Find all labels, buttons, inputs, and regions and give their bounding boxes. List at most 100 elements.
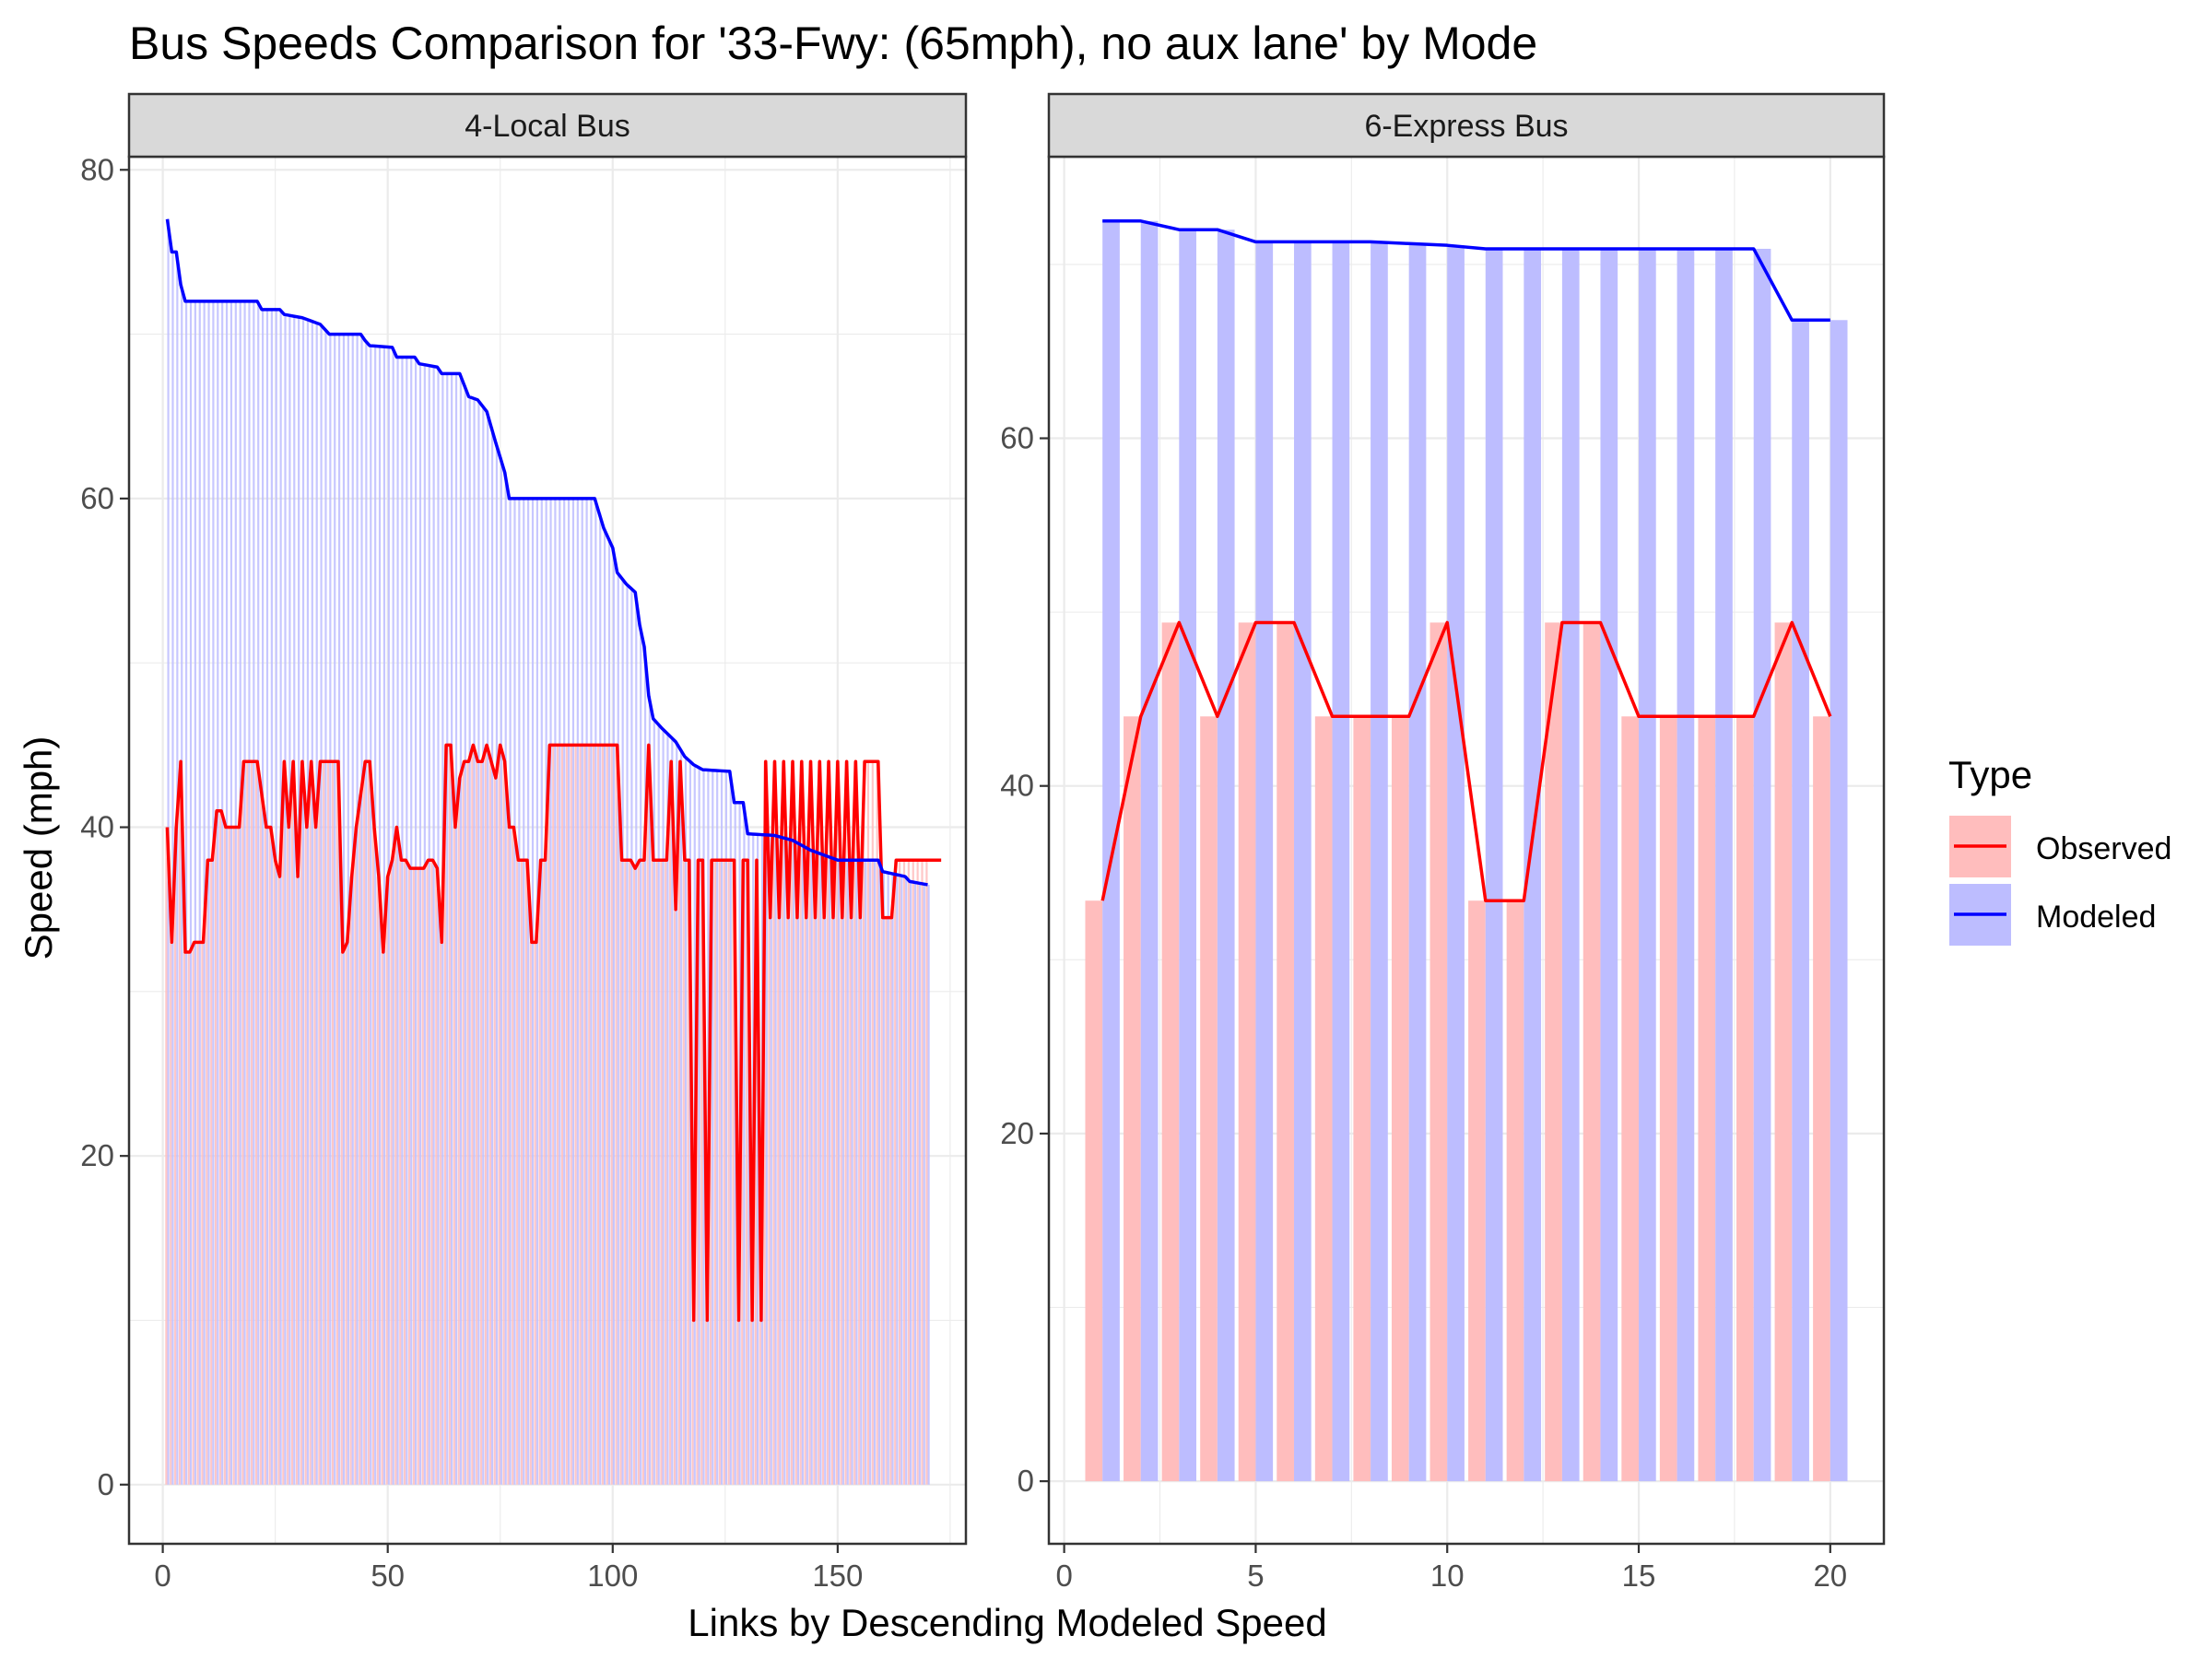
bar-modeled (311, 321, 313, 1485)
bar-observed (327, 761, 330, 1485)
bar-modeled (640, 625, 642, 1485)
bar-modeled (734, 802, 736, 1485)
bar-modeled (882, 871, 885, 1485)
bar-observed (889, 917, 892, 1485)
bar-modeled (518, 498, 521, 1485)
bar-observed (313, 827, 316, 1485)
bar-observed (359, 794, 361, 1485)
bar-observed (677, 761, 681, 1485)
bar-observed (736, 1320, 739, 1485)
x-tick-label: 10 (1430, 1559, 1465, 1593)
bar-modeled (410, 357, 413, 1485)
x-tick-label: 20 (1813, 1559, 1847, 1593)
bar-modeled (239, 300, 241, 1485)
bar-modeled (414, 357, 418, 1485)
bar-modeled (896, 874, 899, 1485)
bar-observed (498, 745, 500, 1485)
bar-modeled (1371, 241, 1388, 1482)
bar-observed (421, 868, 424, 1485)
strip-background (127, 92, 968, 159)
bar-observed (794, 917, 797, 1485)
bar-modeled (482, 406, 485, 1485)
bar-modeled (473, 398, 476, 1485)
bar-observed (596, 745, 600, 1485)
bar-observed (777, 917, 780, 1485)
bar-observed (629, 860, 631, 1485)
bar-modeled (423, 364, 426, 1485)
bar-modeled (590, 498, 593, 1485)
bar-observed (1430, 622, 1448, 1482)
bar-observed (1506, 900, 1524, 1482)
bar-modeled (743, 802, 746, 1485)
strip-label: 6-Express Bus (1364, 109, 1568, 144)
bar-observed (340, 952, 343, 1485)
bar-modeled (1600, 248, 1618, 1482)
bar-observed (830, 917, 833, 1485)
bar-modeled (684, 756, 688, 1485)
bar-observed (1698, 716, 1716, 1482)
bar-observed (637, 860, 641, 1485)
bar-modeled (531, 498, 535, 1485)
panel-express-bus: 6-Express Bus 0 20 40 60 0 5 10 15 20 (1000, 92, 1886, 1593)
bar-modeled (234, 300, 237, 1485)
bar-observed (907, 860, 910, 1485)
bar-observed (251, 761, 253, 1485)
bar-modeled (225, 300, 229, 1485)
bar-observed (476, 761, 478, 1485)
bar-modeled (288, 315, 291, 1485)
bar-modeled (729, 771, 732, 1485)
series-line-modeled (1102, 219, 1830, 323)
bar-observed (691, 1320, 694, 1485)
bar-observed (916, 860, 919, 1485)
bar-observed (826, 761, 830, 1485)
bar-observed (390, 860, 393, 1485)
bar-modeled (630, 588, 633, 1485)
bar-modeled (851, 860, 853, 1485)
bar-observed (547, 745, 550, 1485)
bar-modeled (253, 300, 255, 1485)
bar-observed (520, 860, 524, 1485)
bar-modeled (374, 346, 377, 1485)
bar-modeled (779, 836, 782, 1485)
bar-modeled (1524, 248, 1542, 1482)
bar-modeled (549, 498, 552, 1485)
legend-label-modeled: Modeled (2036, 900, 2156, 935)
bar-modeled (860, 860, 863, 1485)
legend-title: Type (1948, 753, 2032, 796)
bar-observed (367, 761, 371, 1485)
chart-title: Bus Speeds Comparison for '33-Fwy: (65mp… (129, 18, 1537, 69)
bar-observed (853, 761, 856, 1485)
bar-modeled (464, 384, 466, 1485)
bar-observed (1238, 622, 1256, 1482)
bar-modeled (198, 300, 201, 1485)
bar-observed (557, 745, 559, 1485)
bar-observed (1200, 716, 1218, 1482)
strip-label: 4-Local Bus (465, 109, 630, 144)
bar-modeled (927, 884, 930, 1485)
bar-observed (488, 761, 491, 1485)
bar-observed (192, 942, 194, 1485)
bar-modeled (523, 498, 525, 1485)
bar-observed (435, 868, 438, 1485)
bar-modeled (765, 834, 768, 1485)
strip-background (1047, 92, 1886, 159)
bar-modeled (607, 537, 611, 1485)
bar-observed (404, 860, 406, 1485)
bar-modeled (329, 334, 332, 1485)
bar-observed (241, 761, 244, 1485)
bar-modeled (351, 334, 354, 1485)
bar-modeled (221, 300, 224, 1485)
bar-modeled (774, 835, 777, 1485)
bar-observed (552, 745, 555, 1485)
bar-observed (466, 761, 469, 1485)
bar-observed (237, 827, 240, 1485)
bar-observed (538, 860, 541, 1485)
bar-observed (430, 860, 433, 1485)
bar-modeled (1255, 241, 1274, 1482)
bar-modeled (770, 835, 772, 1485)
bar-modeled (913, 882, 917, 1485)
bar-observed (228, 827, 230, 1485)
bar-observed (871, 761, 874, 1485)
y-tick-label: 20 (80, 1138, 114, 1172)
bar-observed (705, 1320, 708, 1485)
